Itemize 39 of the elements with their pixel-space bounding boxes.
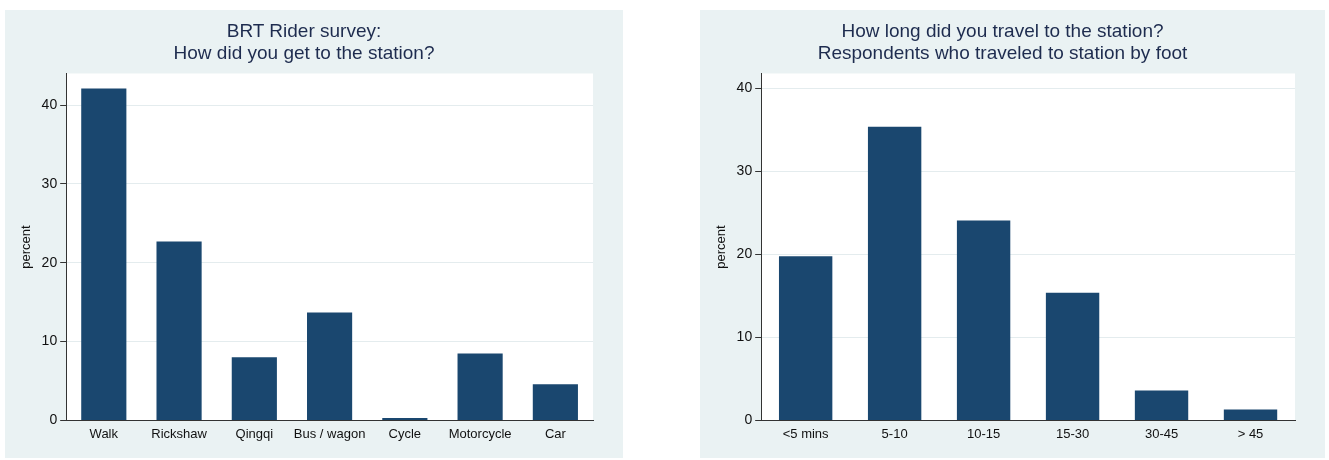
bar	[81, 88, 127, 420]
y-tick-label: 10	[736, 328, 753, 345]
y-tick-label: 20	[736, 245, 753, 262]
y-tick-label: 20	[41, 253, 58, 270]
x-tick-label: Walk	[89, 425, 119, 441]
bar	[307, 312, 353, 420]
chart-title: BRT Rider survey: How did you get to the station?	[173, 19, 435, 64]
x-tick-label: 5-10	[881, 425, 908, 441]
chart-title: How long did you travel to the station? Respondents who traveled to station by foot	[817, 19, 1189, 64]
x-tick-label: 10-15	[966, 425, 1001, 441]
x-tick-label: 15-30	[1055, 425, 1090, 441]
bar	[457, 353, 503, 420]
y-axis-title: percent	[18, 224, 34, 269]
x-tick-label: Bus / wagon	[293, 425, 366, 441]
bar	[867, 126, 922, 420]
y-tick-label: 40	[736, 79, 753, 96]
x-tick-label: > 45	[1237, 425, 1264, 441]
y-tick-label: 40	[41, 95, 58, 112]
x-tick-label: 30-45	[1144, 425, 1179, 441]
x-tick-label: Cycle	[388, 425, 422, 441]
bar	[956, 220, 1011, 420]
y-tick-label: 10	[41, 332, 58, 349]
bar	[1045, 292, 1100, 420]
x-tick-label: Qingqi	[235, 425, 274, 441]
bar	[156, 241, 202, 420]
y-tick-label: 30	[736, 162, 753, 179]
x-tick-label: Rickshaw	[151, 425, 208, 441]
x-tick-label: Car	[544, 425, 567, 441]
bar	[1134, 390, 1189, 420]
bar	[1223, 409, 1278, 420]
y-tick-label: 0	[49, 411, 58, 428]
x-tick-label: <5 mins	[782, 425, 830, 441]
bar	[778, 256, 833, 420]
y-tick-label: 0	[744, 411, 753, 428]
bar	[532, 384, 578, 420]
x-tick-label: Motorcycle	[448, 425, 512, 441]
y-tick-label: 30	[41, 174, 58, 191]
y-axis-title: percent	[713, 224, 729, 269]
bar	[231, 357, 277, 420]
